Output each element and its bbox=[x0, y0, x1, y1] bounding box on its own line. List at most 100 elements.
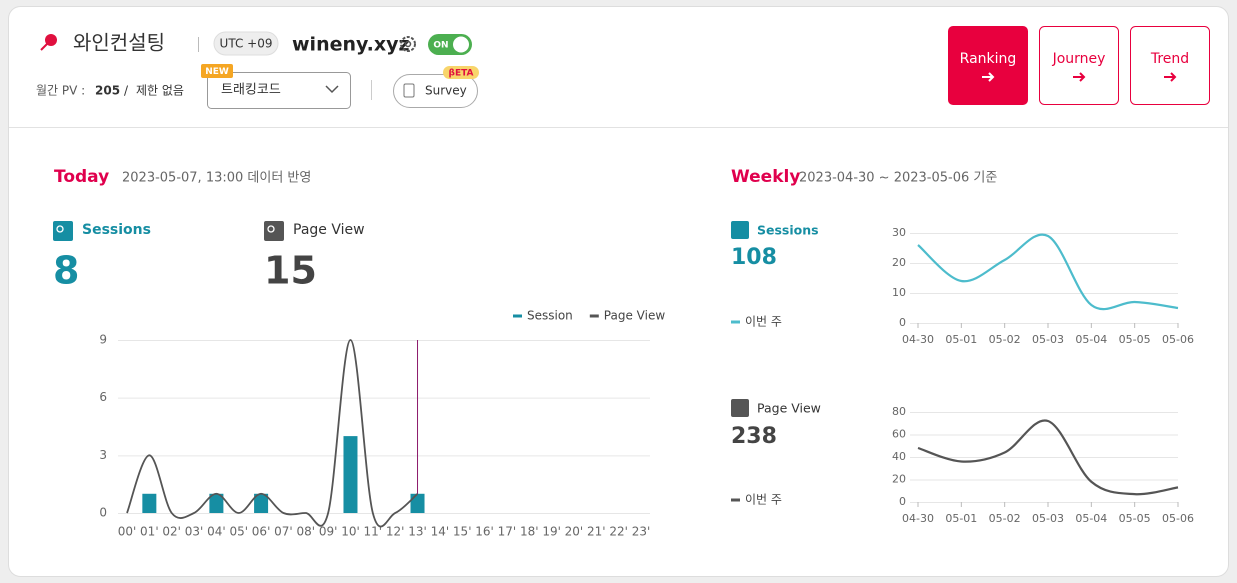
x-tick-label: 05-03 bbox=[1032, 333, 1064, 346]
site-name: 와인컨설팅 bbox=[73, 31, 165, 55]
x-tick-label: 23' bbox=[632, 525, 651, 539]
x-tick-label: 05' bbox=[229, 525, 248, 539]
x-tick-label: 05-06 bbox=[1162, 333, 1194, 346]
x-tick-label: 16' bbox=[475, 525, 494, 539]
x-tick-label: 18' bbox=[520, 525, 539, 539]
stat-label: Sessions bbox=[757, 223, 819, 238]
card bbox=[8, 6, 1229, 577]
section-subtitle: 2023-05-07, 13:00 데이터 반영 bbox=[122, 171, 311, 186]
bar bbox=[209, 493, 224, 513]
x-tick-label: 05-01 bbox=[945, 333, 977, 346]
bar bbox=[142, 493, 157, 513]
survey-button[interactable] bbox=[393, 74, 478, 108]
x-tick-label: 04-30 bbox=[902, 512, 934, 525]
stat-value: 108 bbox=[731, 245, 777, 270]
new-badge bbox=[201, 64, 233, 78]
y-tick-label: 10 bbox=[892, 286, 906, 299]
survey-icon bbox=[403, 83, 415, 98]
select-value: 트래킹코드 bbox=[221, 83, 281, 98]
arrow bbox=[1073, 72, 1086, 82]
bar bbox=[343, 436, 358, 513]
y-tick-label: 9 bbox=[99, 333, 107, 347]
timezone: UTC +09 bbox=[220, 37, 273, 51]
nav-label: Journey bbox=[1052, 51, 1106, 67]
bar bbox=[254, 493, 269, 513]
section-title: Weekly bbox=[731, 167, 800, 187]
domain: wineny.xyz bbox=[292, 34, 410, 56]
icon-glyph bbox=[56, 225, 64, 233]
beta-text: βETA bbox=[449, 69, 474, 79]
x-tick-label: 15' bbox=[453, 525, 472, 539]
icon-glyph bbox=[267, 225, 275, 233]
stat-label: Page View bbox=[757, 401, 821, 416]
y-tick-label: 0 bbox=[899, 495, 906, 508]
legend-label: 이번 주 bbox=[745, 493, 782, 507]
stat-value: 15 bbox=[264, 249, 317, 293]
bar bbox=[410, 493, 425, 513]
sessions-icon bbox=[731, 221, 749, 239]
y-tick-label: 60 bbox=[892, 428, 906, 441]
line bbox=[126, 339, 419, 528]
x-tick-label: 07' bbox=[274, 525, 293, 539]
x-tick-label: 02' bbox=[162, 525, 181, 539]
x-tick-label: 05-04 bbox=[1075, 333, 1107, 346]
settings-icon[interactable] bbox=[400, 36, 416, 52]
x-tick-label: 11' bbox=[364, 525, 383, 539]
pv-sep: / bbox=[124, 84, 129, 98]
x-tick-label: 05-05 bbox=[1119, 333, 1151, 346]
pageview-icon bbox=[731, 399, 749, 417]
line bbox=[917, 233, 1179, 311]
x-tick-label: 17' bbox=[498, 525, 517, 539]
x-tick-label: 04' bbox=[207, 525, 226, 539]
y-tick-label: 20 bbox=[892, 256, 906, 269]
x-tick-label: 09' bbox=[319, 525, 338, 539]
pv-limit: 제한 없음 bbox=[136, 84, 184, 98]
pv-label: 월간 PV : bbox=[36, 84, 85, 98]
x-tick-label: 05-04 bbox=[1075, 512, 1107, 525]
x-tick-label: 21' bbox=[587, 525, 606, 539]
nav-button[interactable] bbox=[948, 26, 1028, 105]
timezone-pill bbox=[213, 31, 279, 56]
nav-label: Trend bbox=[1150, 51, 1189, 67]
x-tick-label: 20' bbox=[565, 525, 584, 539]
y-tick-label: 80 bbox=[892, 405, 906, 418]
toggle-label: ON bbox=[433, 41, 448, 51]
nav-label: Ranking bbox=[960, 51, 1017, 67]
x-tick-label: 22' bbox=[609, 525, 628, 539]
y-tick-label: 3 bbox=[99, 448, 107, 462]
nav-button[interactable] bbox=[1130, 26, 1210, 105]
x-tick-label: 06' bbox=[252, 525, 271, 539]
y-tick-label: 0 bbox=[899, 316, 906, 329]
x-tick-label: 08' bbox=[296, 525, 315, 539]
section-subtitle: 2023-04-30 ~ 2023-05-06 기준 bbox=[799, 171, 997, 186]
y-tick-label: 0 bbox=[99, 506, 107, 520]
x-tick-label: 05-05 bbox=[1119, 512, 1151, 525]
arrow bbox=[982, 72, 995, 82]
x-tick-label: 05-03 bbox=[1032, 512, 1064, 525]
toggle-knob bbox=[453, 36, 469, 53]
chevron bbox=[325, 85, 339, 94]
nav-button[interactable] bbox=[1039, 26, 1119, 105]
line bbox=[917, 419, 1179, 496]
y-tick-label: 30 bbox=[892, 226, 906, 239]
arrow bbox=[1164, 72, 1177, 82]
x-tick-label: 01' bbox=[140, 525, 159, 539]
select[interactable] bbox=[207, 72, 351, 109]
legend-label: Session bbox=[527, 309, 573, 323]
x-tick-label: 19' bbox=[542, 525, 561, 539]
new-text: NEW bbox=[205, 67, 229, 77]
legend-label: Page View bbox=[604, 309, 666, 323]
pin-icon bbox=[40, 34, 57, 51]
x-tick-label: 05-01 bbox=[945, 512, 977, 525]
x-tick-label: 05-06 bbox=[1162, 512, 1194, 525]
stat-label: Sessions bbox=[82, 222, 151, 238]
y-tick-label: 40 bbox=[892, 450, 906, 463]
y-tick-label: 20 bbox=[892, 473, 906, 486]
x-tick-label: 05-02 bbox=[989, 333, 1021, 346]
x-tick-label: 14' bbox=[431, 525, 450, 539]
x-tick-label: 10' bbox=[341, 525, 360, 539]
x-tick-label: 05-02 bbox=[989, 512, 1021, 525]
x-tick-label: 13' bbox=[408, 525, 427, 539]
